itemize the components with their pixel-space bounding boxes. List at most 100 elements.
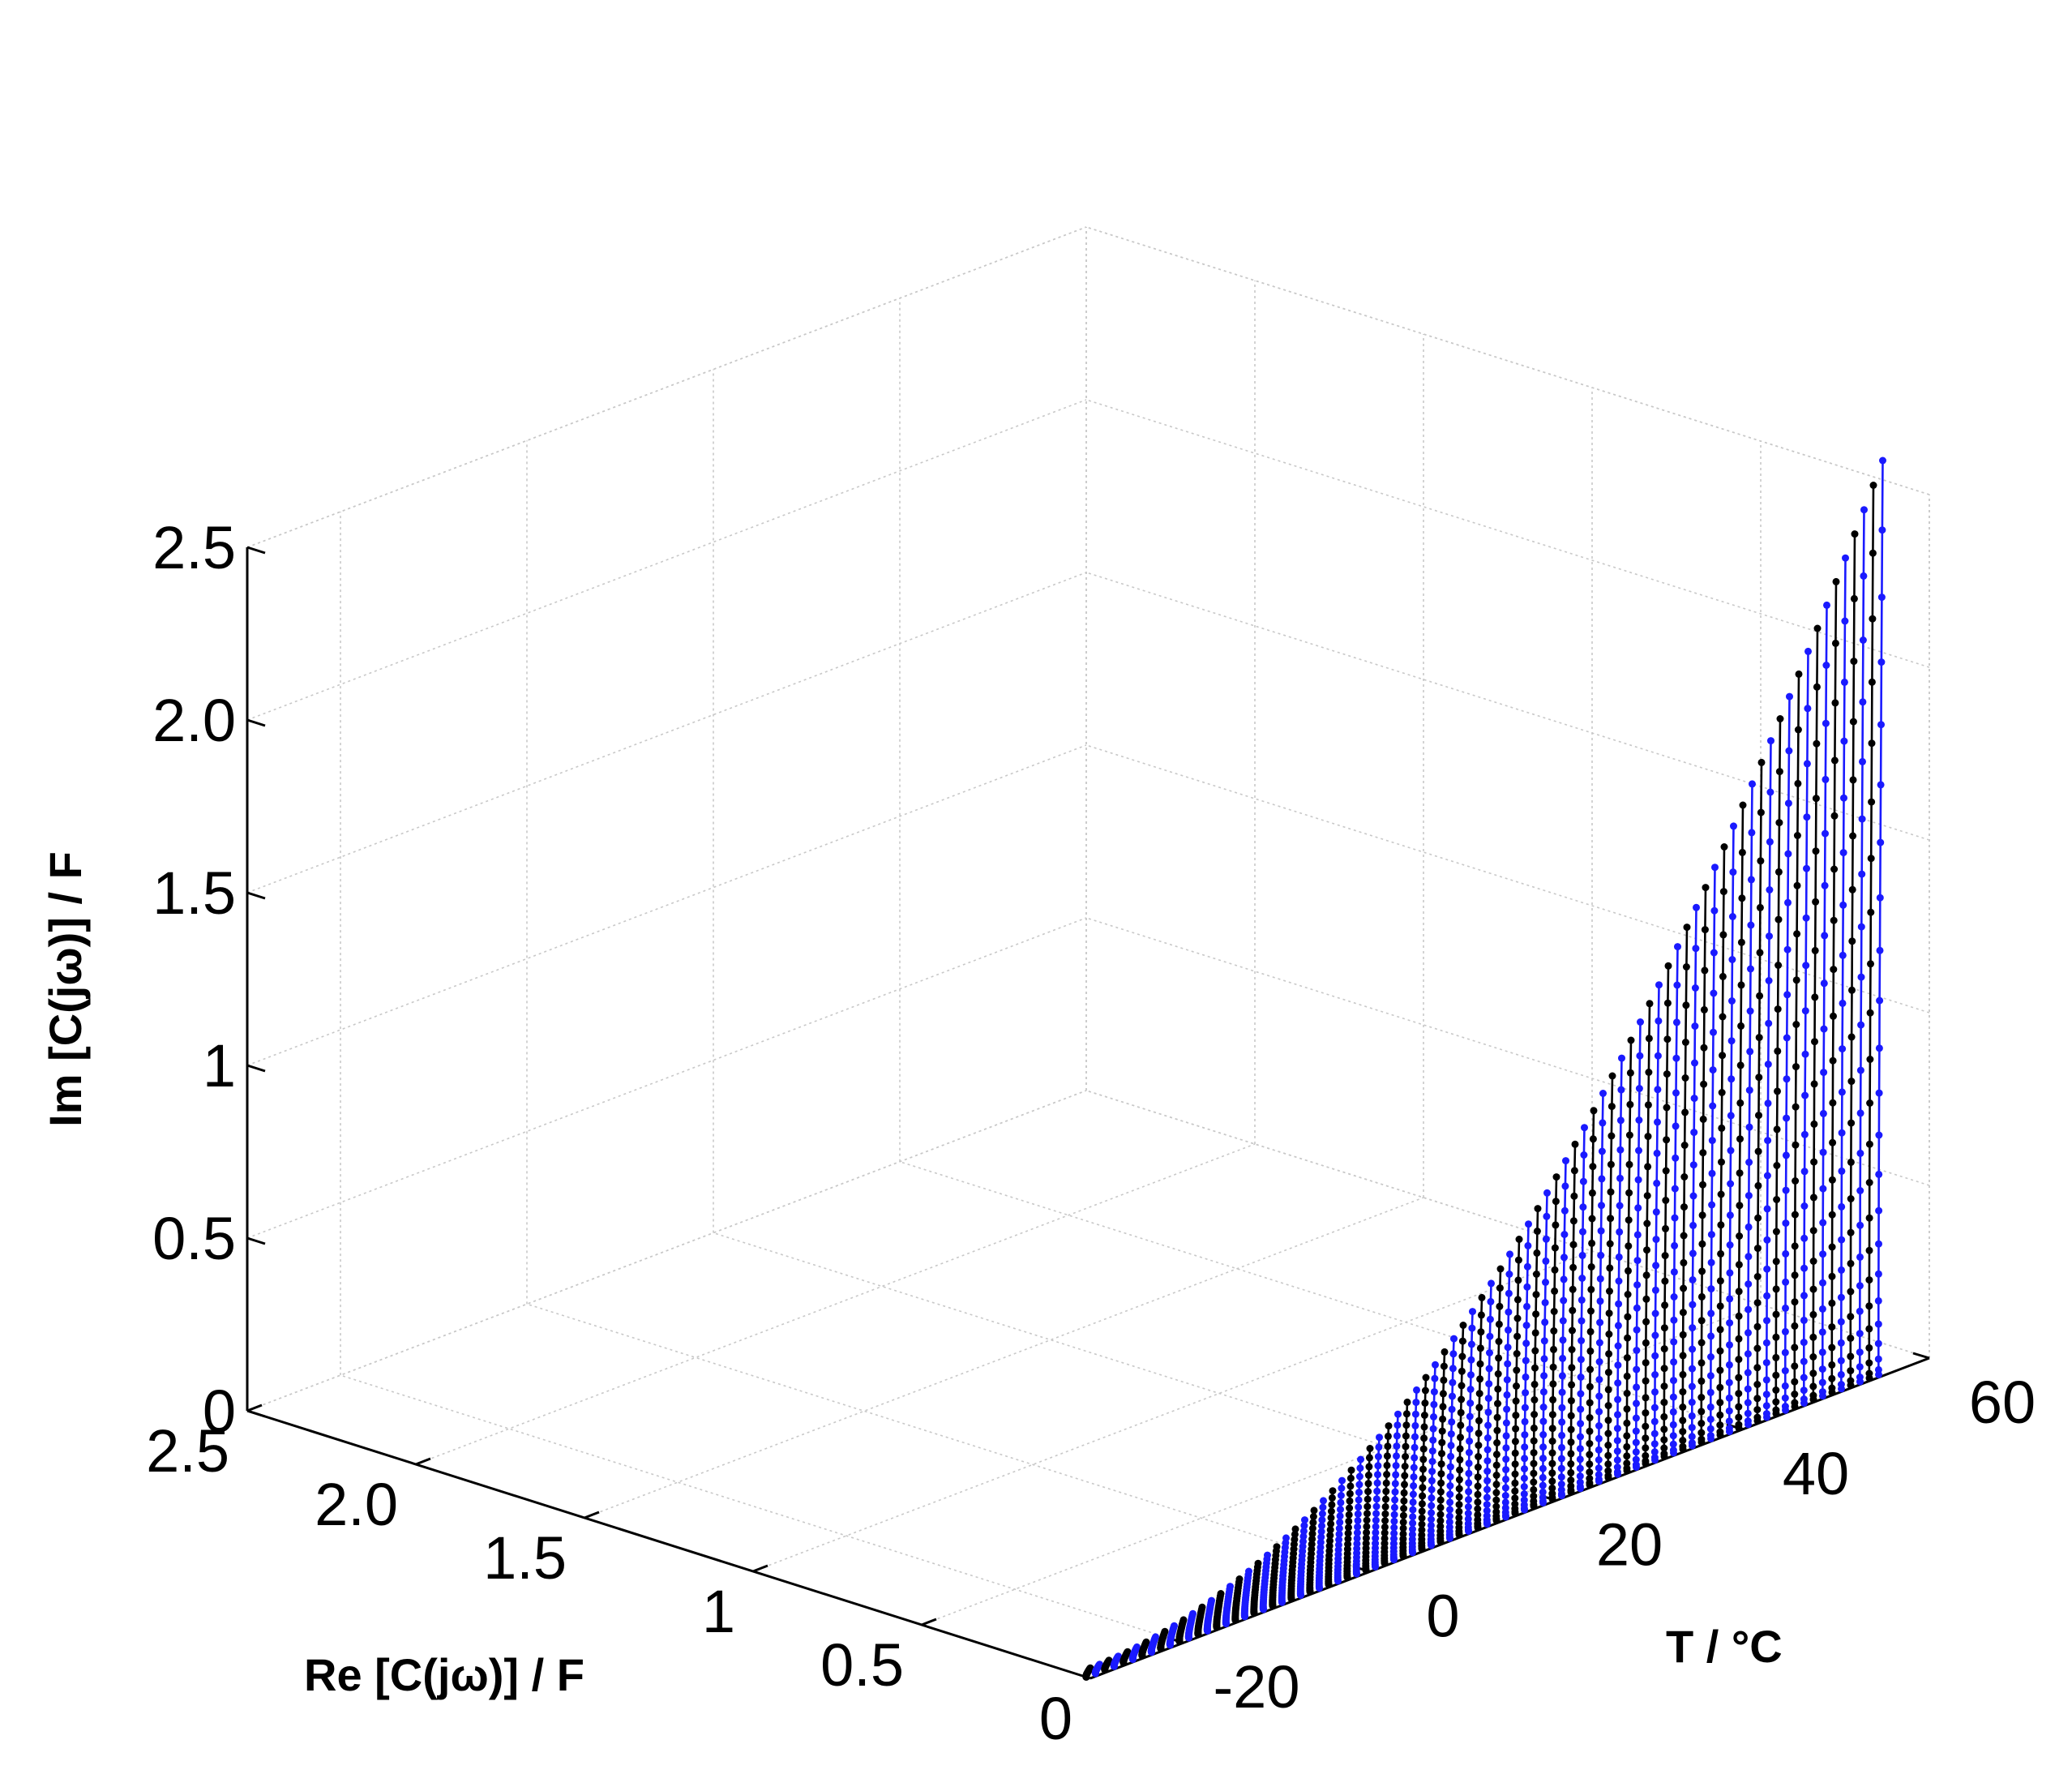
- data-point: [1729, 868, 1737, 876]
- data-point: [1466, 1386, 1475, 1393]
- data-point: [1725, 1378, 1733, 1386]
- data-point: [1447, 1430, 1455, 1438]
- data-point: [1227, 1583, 1234, 1591]
- data-point: [1857, 923, 1865, 931]
- data-point: [1501, 1504, 1509, 1512]
- data-point: [1697, 1317, 1706, 1325]
- data-point: [1691, 1059, 1698, 1067]
- data-point: [1551, 1287, 1559, 1295]
- data-point: [1613, 1425, 1621, 1433]
- data-point: [1800, 1234, 1809, 1242]
- data-point: [1644, 1133, 1652, 1141]
- data-point: [1753, 1413, 1762, 1421]
- data-point: [1811, 946, 1819, 954]
- data-point: [1511, 1487, 1519, 1495]
- data-point: [1839, 1045, 1847, 1053]
- data-point: [1530, 1449, 1538, 1457]
- data-point: [1372, 1510, 1381, 1518]
- data-point: [1607, 1215, 1615, 1223]
- data-point: [1875, 1089, 1883, 1097]
- data-point: [1457, 1433, 1464, 1442]
- data-point: [1809, 1258, 1817, 1265]
- data-point: [1586, 1414, 1594, 1421]
- data-point: [1503, 1405, 1511, 1413]
- data-point: [1608, 1072, 1616, 1080]
- data-point: [1440, 1362, 1448, 1370]
- data-point: [1399, 1524, 1407, 1532]
- data-point: [1428, 1468, 1436, 1476]
- data-point: [1857, 973, 1865, 981]
- data-point: [1717, 1190, 1725, 1198]
- data-point: [1372, 1495, 1381, 1503]
- data-point: [1521, 1443, 1529, 1451]
- data-point: [1820, 1069, 1828, 1077]
- data-point: [1671, 1214, 1679, 1222]
- data-point: [1643, 1219, 1651, 1228]
- data-point: [1783, 1034, 1791, 1042]
- data-point: [1604, 1416, 1612, 1425]
- data-point: [1458, 1367, 1466, 1375]
- data-point: [1651, 1309, 1659, 1318]
- data-point: [1427, 1527, 1435, 1535]
- data-point: [1772, 1371, 1780, 1379]
- data-point: [1459, 1322, 1467, 1329]
- data-point: [1521, 1465, 1528, 1473]
- data-point: [1550, 1327, 1558, 1335]
- data-point: [1828, 1361, 1836, 1369]
- data-point: [1756, 903, 1764, 911]
- data-point: [1735, 1421, 1743, 1429]
- data-point: [1381, 1534, 1389, 1542]
- data-point: [1353, 1534, 1361, 1542]
- data-point: [1511, 1460, 1519, 1468]
- data-point: [1504, 1360, 1512, 1368]
- data-point: [1809, 1310, 1817, 1318]
- data-point: [1763, 1236, 1771, 1244]
- data-point: [1794, 726, 1802, 734]
- data-point: [1828, 1323, 1836, 1331]
- data-point: [1680, 1203, 1688, 1211]
- data-point: [1372, 1528, 1380, 1536]
- data-point: [1198, 1603, 1206, 1611]
- data-point: [1431, 1374, 1439, 1382]
- data-point: [1692, 945, 1700, 953]
- data-point: [1642, 1394, 1650, 1402]
- data-point: [1781, 1327, 1789, 1335]
- data-point: [1791, 1343, 1799, 1352]
- grid-line: [246, 399, 1087, 721]
- data-point: [1511, 1470, 1519, 1478]
- data-point: [1791, 1391, 1799, 1398]
- data-point: [1410, 1463, 1418, 1472]
- data-point: [1578, 1296, 1586, 1304]
- data-point: [1449, 1378, 1457, 1386]
- data-point: [1512, 1397, 1520, 1405]
- data-point: [1753, 1299, 1762, 1307]
- data-point: [1264, 1551, 1271, 1559]
- data-point: [1595, 1434, 1603, 1442]
- data-point: [1651, 1286, 1659, 1294]
- data-point: [1578, 1337, 1586, 1344]
- data-point: [1679, 1331, 1687, 1339]
- data-point: [1800, 1168, 1809, 1176]
- data-point: [1874, 1339, 1882, 1348]
- data-point: [1632, 1414, 1640, 1422]
- data-point: [1604, 1386, 1612, 1394]
- data-point: [1458, 1395, 1466, 1403]
- data-point: [1633, 1326, 1641, 1334]
- data-point: [1803, 760, 1811, 768]
- data-point: [1329, 1487, 1337, 1495]
- data-point: [1809, 1285, 1817, 1293]
- data-point: [1764, 1061, 1772, 1069]
- data-point: [1830, 865, 1839, 873]
- data-point: [1411, 1433, 1419, 1441]
- data-point: [1650, 1403, 1659, 1412]
- data-point: [1542, 1235, 1550, 1243]
- data-point: [1382, 1495, 1389, 1503]
- data-point: [1653, 1179, 1661, 1187]
- data-point: [1709, 1066, 1717, 1074]
- data-point: [1725, 1394, 1733, 1402]
- data-point: [1393, 1432, 1401, 1440]
- data-point: [1637, 1018, 1644, 1026]
- data-point: [1604, 1460, 1612, 1468]
- data-point: [1436, 1511, 1445, 1519]
- data-point: [1567, 1438, 1575, 1446]
